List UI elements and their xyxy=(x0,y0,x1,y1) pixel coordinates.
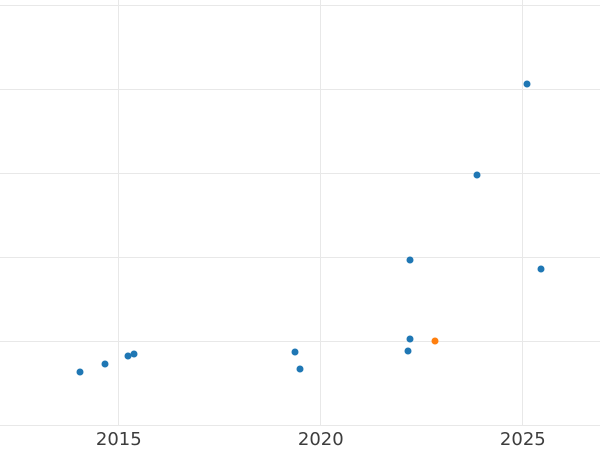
horizontal-gridline xyxy=(0,172,600,174)
scatter-point xyxy=(124,352,132,360)
x-tick-label-2020: 2020 xyxy=(297,429,344,450)
scatter-point xyxy=(523,80,531,88)
scatter-point xyxy=(537,265,545,273)
scatter-point xyxy=(404,347,412,355)
scatter-point xyxy=(76,368,84,376)
x-tick-label-2015: 2015 xyxy=(95,429,142,450)
vertical-gridline xyxy=(320,0,322,425)
horizontal-gridline xyxy=(0,88,600,90)
scatter-point xyxy=(130,350,138,358)
horizontal-gridline xyxy=(0,256,600,258)
horizontal-gridline xyxy=(0,340,600,342)
scatter-point xyxy=(406,335,414,343)
vertical-gridline xyxy=(522,0,524,425)
horizontal-gridline xyxy=(0,4,600,6)
scatter-point xyxy=(101,360,109,368)
scatter-point xyxy=(296,365,304,373)
x-tick-label-2025: 2025 xyxy=(499,429,546,450)
scatter-point xyxy=(406,256,414,264)
scatter-point xyxy=(473,171,481,179)
scatter-point xyxy=(291,348,299,356)
horizontal-gridline xyxy=(0,424,600,426)
scatter-point-highlight xyxy=(431,337,439,345)
vertical-gridline xyxy=(118,0,120,425)
